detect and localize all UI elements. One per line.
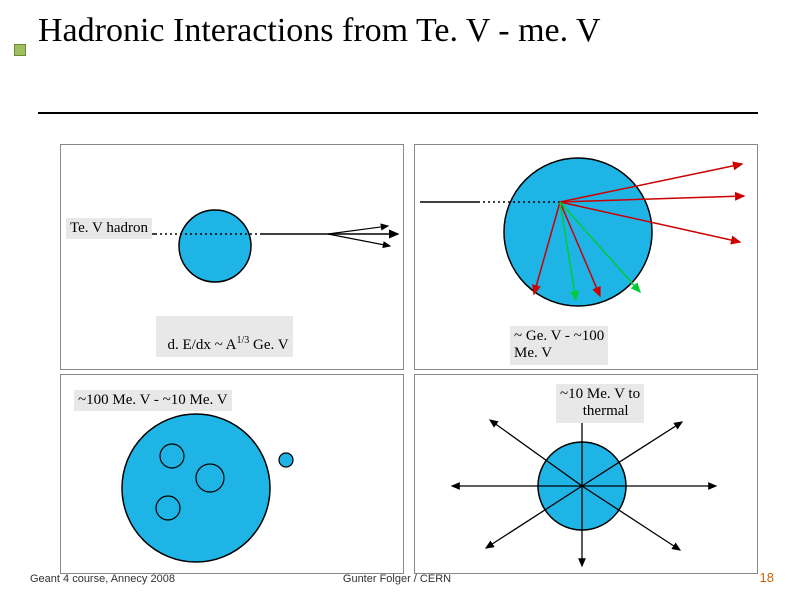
tev-hadron-label: Te. V hadron [66, 218, 152, 239]
bl-caption: ~100 Me. V - ~10 Me. V [74, 390, 232, 411]
footer-center: Gunter Folger / CERN [0, 573, 794, 585]
footer-page: 18 [760, 570, 774, 585]
tr-nucleus [504, 158, 652, 306]
diagram-svg [0, 0, 794, 595]
tl-nucleus [179, 210, 251, 282]
tr-caption: ~ Ge. V - ~100 Me. V [510, 326, 608, 365]
br-caption: ~10 Me. V to thermal [556, 384, 644, 423]
bl-nucleus [122, 414, 270, 562]
tl-caption: d. E/dx ~ A1/3 Ge. V [156, 316, 293, 357]
